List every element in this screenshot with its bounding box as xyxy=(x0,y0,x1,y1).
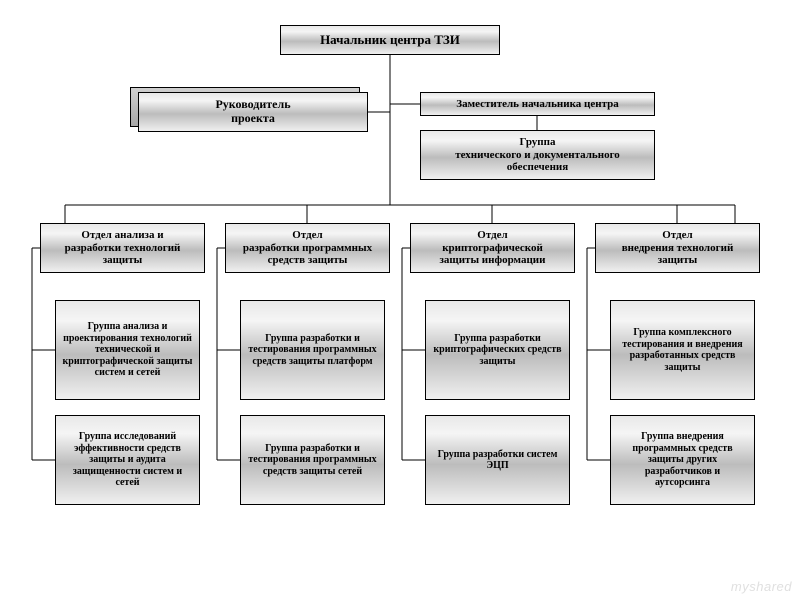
node-g3a: Группа разработки криптографических сред… xyxy=(425,300,570,400)
node-g1b: Группа исследований эффективности средст… xyxy=(55,415,200,505)
node-dept1: Отдел анализа и разработки технологий за… xyxy=(40,223,205,273)
node-g2b: Группа разработки и тестирования програм… xyxy=(240,415,385,505)
node-pm: Руководитель проекта xyxy=(138,92,368,132)
node-deputy: Заместитель начальника центра xyxy=(420,92,655,116)
node-pm-line1: Руководитель xyxy=(215,98,290,112)
watermark: myshared xyxy=(731,579,792,594)
node-dept2: Отдел разработки программных средств защ… xyxy=(225,223,390,273)
node-techdoc: Группа технического и документального об… xyxy=(420,130,655,180)
node-techdoc-l2: технического и документального xyxy=(455,149,620,162)
node-dept3: Отдел криптографической защиты информаци… xyxy=(410,223,575,273)
node-dept4: Отдел внедрения технологий защиты xyxy=(595,223,760,273)
node-g2a: Группа разработки и тестирования програм… xyxy=(240,300,385,400)
node-g1a: Группа анализа и проектирования технолог… xyxy=(55,300,200,400)
node-techdoc-l1: Группа xyxy=(455,136,620,149)
node-g4a: Группа комплексного тестирования и внедр… xyxy=(610,300,755,400)
node-techdoc-l3: обеспечения xyxy=(455,161,620,174)
node-pm-line2: проекта xyxy=(215,112,290,126)
node-g3b: Группа разработки систем ЭЦП xyxy=(425,415,570,505)
node-g4b: Группа внедрения программных средств защ… xyxy=(610,415,755,505)
node-root: Начальник центра ТЗИ xyxy=(280,25,500,55)
